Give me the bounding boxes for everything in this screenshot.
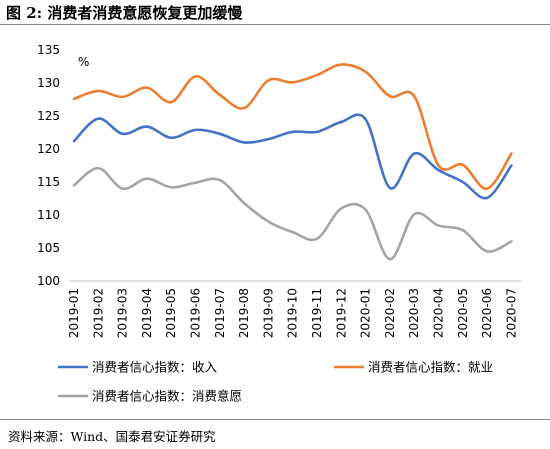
x-tick-label: 2019-12: [334, 288, 348, 338]
series-line-1: [72, 113, 513, 200]
x-tick-label: 2019-05: [164, 288, 178, 338]
x-tick-label: 2020-06: [480, 288, 494, 338]
y-tick-label: 110: [37, 208, 60, 222]
y-tick-label: 120: [37, 142, 60, 156]
x-tick-label: 2019-04: [140, 288, 154, 338]
x-tick-label: 2019-02: [91, 288, 105, 338]
x-tick-label: 2019-11: [310, 288, 324, 338]
y-tick-label: 125: [37, 109, 60, 123]
legend-label: 消费者信心指数：消费意愿: [92, 389, 242, 404]
x-tick-label: 2019-09: [261, 288, 275, 338]
axes: 100 105 110 115 120 125 130 135% 2019-01 2019-02 2…: [37, 43, 522, 338]
x-tick-label: 2020-04: [432, 288, 446, 338]
x-tick-label: 2020-07: [504, 288, 518, 338]
source-note: 资料来源：Wind、国泰君安证券研究: [8, 429, 216, 444]
series-line-2: [72, 63, 513, 190]
x-tick-label: 2019-01: [67, 288, 81, 338]
y-axis-unit: %: [78, 55, 89, 69]
y-tick-label: 130: [37, 76, 60, 90]
x-tick-label: 2019-06: [189, 288, 203, 338]
x-tick-label: 2019-10: [286, 288, 300, 338]
figure-title: 图 2: 消费者消费意愿恢复更加缓慢: [6, 4, 243, 22]
x-tick-label: 2020-02: [383, 288, 397, 338]
legend-label: 消费者信心指数：收入: [92, 360, 218, 375]
y-tick-label: 105: [37, 241, 60, 255]
series-line-3: [72, 166, 513, 261]
x-tick-label: 2019-08: [237, 288, 251, 338]
x-tick-label: 2019-07: [213, 288, 227, 338]
source-divider: [0, 419, 550, 420]
y-tick-label: 135: [37, 43, 60, 57]
line-chart: 100 105 110 115 120 125 130 135% 2019-01 2019-02 2…: [37, 43, 522, 404]
title-divider: [0, 24, 550, 25]
x-tick-label: 2020-03: [407, 288, 421, 338]
x-tick-label: 2020-05: [456, 288, 470, 338]
x-tick-label: 2020-01: [359, 288, 373, 338]
x-tick-label: 2019-03: [116, 288, 130, 338]
series-lines: [72, 63, 513, 261]
legend-label: 消费者信心指数：就业: [368, 360, 493, 375]
y-tick-label: 100: [37, 274, 60, 288]
y-tick-label: 115: [37, 175, 60, 189]
